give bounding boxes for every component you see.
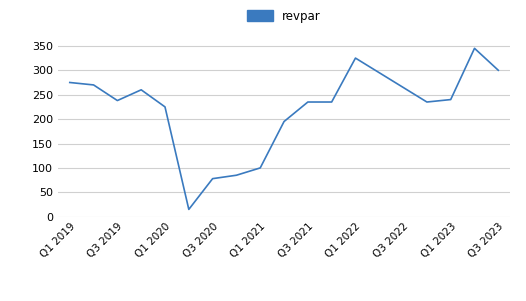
Legend: revpar: revpar [247, 10, 321, 23]
